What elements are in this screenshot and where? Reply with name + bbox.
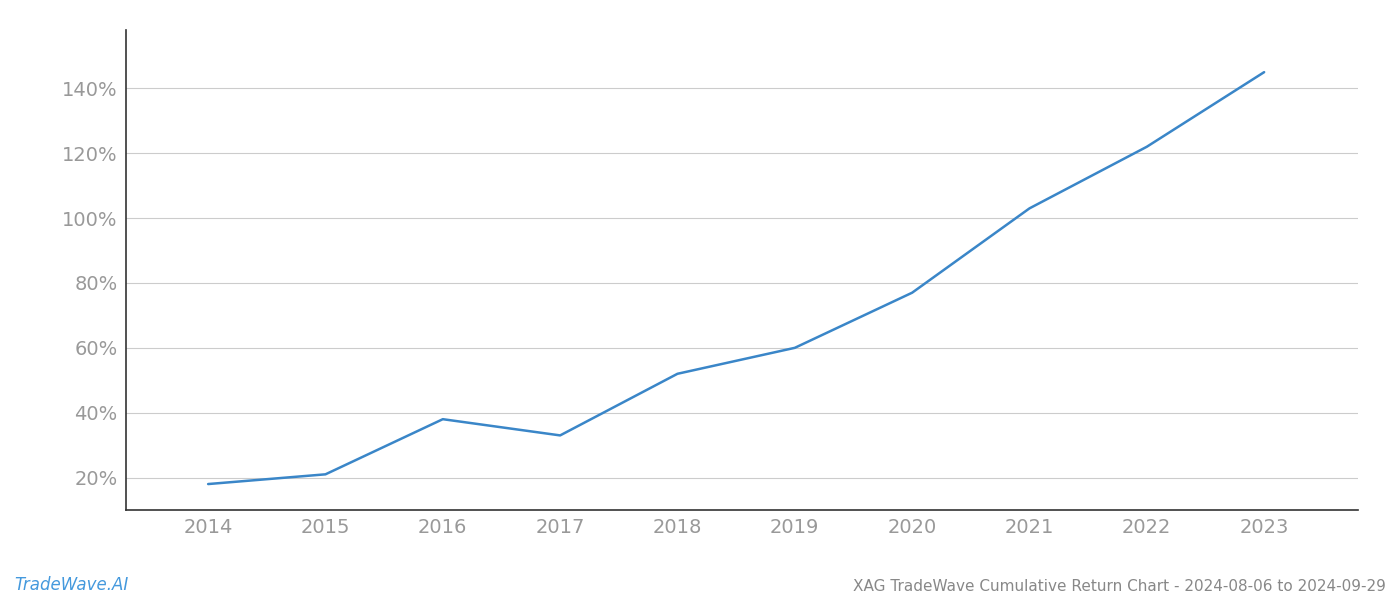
Text: TradeWave.AI: TradeWave.AI [14, 576, 129, 594]
Text: XAG TradeWave Cumulative Return Chart - 2024-08-06 to 2024-09-29: XAG TradeWave Cumulative Return Chart - … [853, 579, 1386, 594]
